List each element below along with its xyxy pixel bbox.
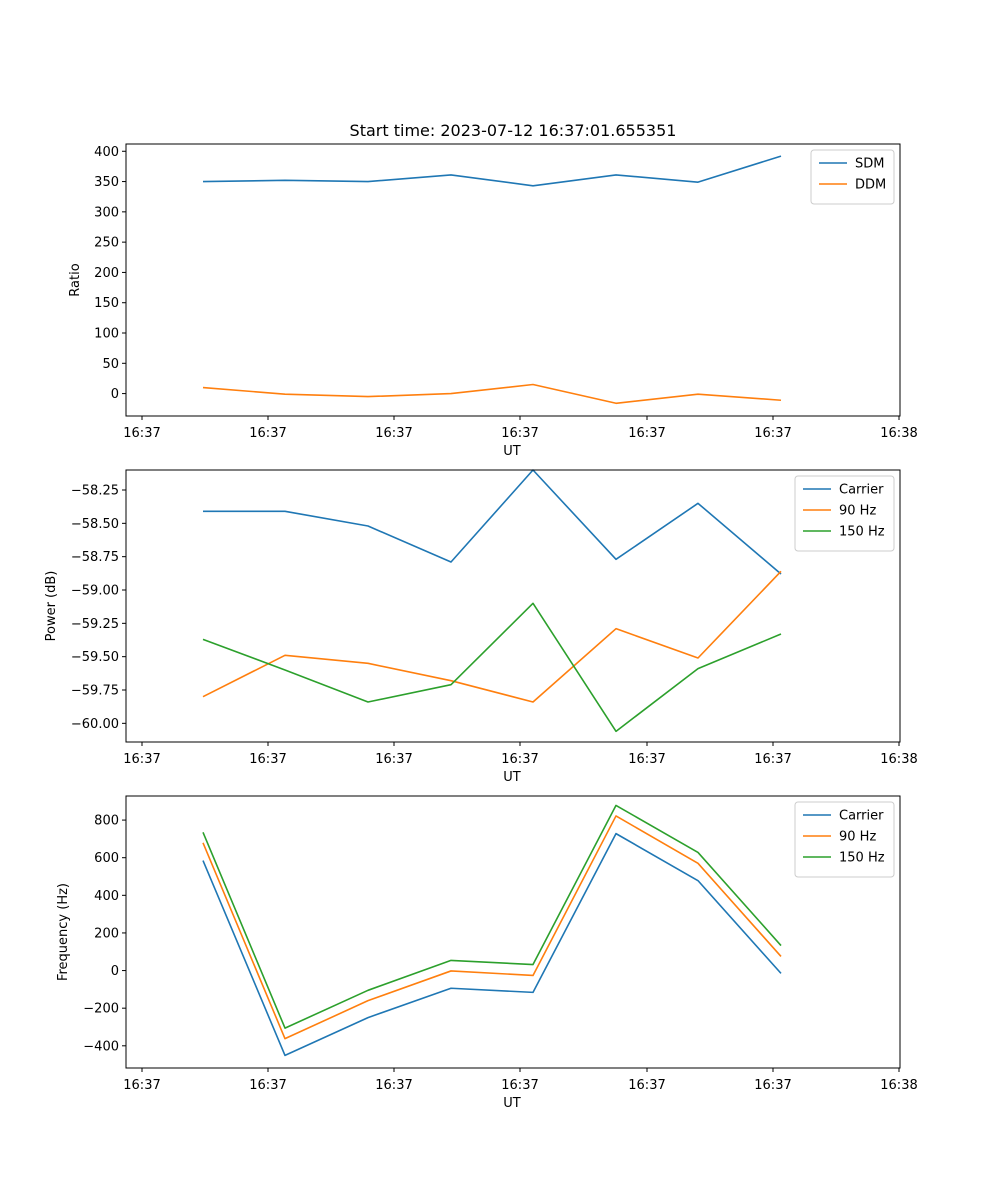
chart-title: Start time: 2023-07-12 16:37:01.655351 (350, 121, 677, 140)
x-tick-label: 16:37 (123, 426, 160, 441)
y-tick-label: 350 (94, 175, 119, 190)
x-tick-label: 16:37 (375, 752, 412, 767)
x-axis-label: UT (503, 444, 521, 459)
y-tick-label: 0 (111, 387, 119, 402)
x-tick-label: 16:38 (880, 1078, 917, 1093)
y-tick-label: 600 (94, 851, 119, 866)
series-line-90-hz (202, 570, 782, 703)
series-line-ddm (202, 383, 782, 405)
y-tick-label: −59.25 (71, 617, 119, 632)
axes-frame (125, 795, 901, 1069)
axes-frame (125, 469, 901, 743)
ratio-panel: 0 50 100 150 200 250 300 350 400 16:37 16:37 16:37 1… (68, 121, 918, 459)
x-axis-label: UT (503, 770, 521, 785)
y-tick-label: −58.50 (71, 517, 119, 532)
legend: SDM DDM (810, 149, 895, 205)
y-tick-label: 400 (94, 145, 119, 160)
y-axis-label: Ratio (68, 263, 83, 296)
x-axis-label: UT (503, 1096, 521, 1111)
legend-box (794, 475, 895, 552)
y-tick-label: −60.00 (71, 717, 119, 732)
y-tick-label: 200 (94, 266, 119, 281)
x-tick-label: 16:37 (249, 1078, 286, 1093)
y-tick-label: 400 (94, 889, 119, 904)
y-tick-label: −58.25 (71, 484, 119, 499)
series-line-150-hz (202, 602, 782, 733)
series-line-carrier (203, 469, 782, 575)
legend-label: SDM (855, 157, 884, 172)
y-tick-label: 150 (94, 296, 119, 311)
y-tick-label: −400 (83, 1039, 119, 1054)
x-tick-label: 16:38 (880, 426, 917, 441)
x-tick-label: 16:37 (123, 752, 160, 767)
series-line-150-hz (202, 804, 782, 1029)
y-tick-label: −58.75 (71, 550, 119, 565)
x-tick-label: 16:37 (754, 752, 791, 767)
y-tick-label: −59.50 (71, 650, 119, 665)
y-tick-label: 250 (94, 236, 119, 251)
legend: Carrier 90 Hz 150 Hz (794, 801, 895, 878)
x-tick-label: 16:37 (754, 426, 791, 441)
x-tick-label: 16:37 (375, 426, 412, 441)
legend-label: 90 Hz (839, 830, 876, 845)
y-axis-label: Power (dB) (44, 571, 59, 642)
x-tick-label: 16:37 (628, 426, 665, 441)
x-tick-label: 16:38 (880, 752, 917, 767)
x-tick-label: 16:37 (754, 1078, 791, 1093)
y-tick-label: 800 (94, 814, 119, 829)
legend-label: 150 Hz (839, 525, 885, 540)
y-tick-label: −200 (83, 1002, 119, 1017)
legend-label: DDM (855, 178, 886, 193)
series-line-carrier (202, 832, 782, 1057)
axes-frame (125, 143, 901, 417)
x-tick-label: 16:37 (249, 752, 286, 767)
y-tick-label: −59.00 (71, 584, 119, 599)
x-tick-label: 16:37 (501, 752, 538, 767)
legend-label: Carrier (839, 483, 884, 498)
y-tick-label: 200 (94, 926, 119, 941)
power-panel: −60.00 −59.75 −59.50 −59.25 −59.00 −58.75 −58.… (44, 469, 918, 785)
legend-label: Carrier (839, 809, 884, 824)
x-tick-label: 16:37 (249, 426, 286, 441)
y-tick-label: 300 (94, 205, 119, 220)
x-tick-label: 16:37 (123, 1078, 160, 1093)
x-tick-label: 16:37 (628, 1078, 665, 1093)
x-tick-label: 16:37 (375, 1078, 412, 1093)
legend-label: 90 Hz (839, 504, 876, 519)
y-tick-label: −59.75 (71, 684, 119, 699)
legend-label: 150 Hz (839, 851, 885, 866)
x-tick-label: 16:37 (628, 752, 665, 767)
y-tick-label: 0 (111, 964, 119, 979)
legend-box (794, 801, 895, 878)
x-tick-label: 16:37 (501, 426, 538, 441)
x-tick-label: 16:37 (501, 1078, 538, 1093)
y-tick-label: 100 (94, 327, 119, 342)
legend: Carrier 90 Hz 150 Hz (794, 475, 895, 552)
series-line-90-hz (202, 815, 782, 1040)
frequency-panel: −400 −200 0 200 400 600 800 16:37 16:37 16:37 16:3… (56, 795, 918, 1111)
y-axis-label: Frequency (Hz) (56, 883, 71, 981)
y-tick-label: 50 (102, 357, 119, 372)
series-line-sdm (202, 155, 782, 187)
